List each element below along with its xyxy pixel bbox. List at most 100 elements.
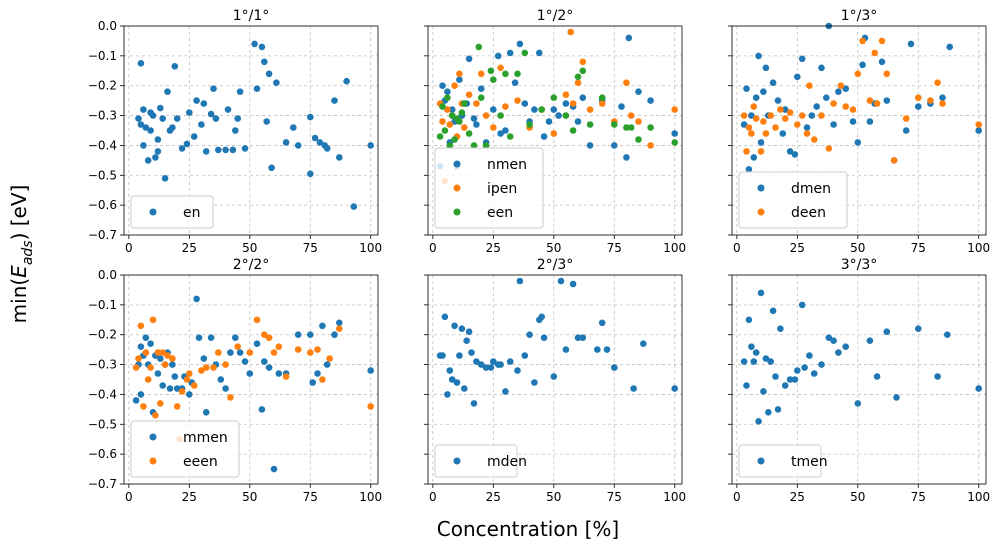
legend-label: dmen [791, 181, 831, 197]
data-point-tmen [750, 358, 758, 365]
data-point-dmen [946, 43, 953, 51]
data-point-tmen [818, 361, 825, 368]
subplot-title: 1°/2° [537, 8, 574, 24]
data-point-dmen [791, 151, 799, 158]
data-point-tmen [866, 337, 874, 345]
data-point-mmen [142, 334, 150, 342]
data-point-en [282, 139, 290, 146]
data-point-een [579, 67, 587, 75]
data-point-mmen [173, 385, 181, 392]
data-point-ipen [579, 58, 587, 66]
data-point-deen [890, 157, 898, 164]
x-tick-label: 25 [182, 241, 197, 255]
data-point-tmen [791, 376, 799, 383]
data-point-mmen [241, 358, 249, 365]
x-tick-label: 50 [850, 241, 865, 255]
data-point-eeen [210, 364, 217, 371]
data-point-deen [878, 37, 886, 45]
data-point-mden [470, 400, 478, 407]
data-point-ipen [456, 70, 463, 78]
data-point-een [436, 133, 444, 140]
data-point-dmen [823, 94, 830, 101]
data-point-dmen [769, 79, 777, 86]
data-point-mden [439, 352, 446, 359]
data-point-mden [538, 313, 545, 321]
data-point-mden [611, 364, 618, 371]
data-point-dmen [849, 118, 857, 125]
data-point-mmen [323, 361, 331, 368]
y-tick-label: −0.5 [88, 168, 117, 182]
data-point-deen [781, 115, 789, 122]
data-point-deen [830, 100, 837, 107]
data-point-en [178, 145, 186, 152]
data-point-en [307, 113, 314, 121]
data-point-ipen [567, 28, 574, 36]
data-point-mden [526, 331, 533, 339]
legend-label: en [183, 205, 201, 221]
data-point-dmen [842, 85, 849, 92]
data-point-mden [569, 280, 577, 288]
legend-label: mden [487, 454, 527, 470]
data-point-een [574, 73, 582, 81]
data-point-tmen [883, 328, 891, 336]
data-point-mmen [166, 385, 174, 392]
data-point-dmen [939, 94, 946, 101]
data-point-mden [482, 364, 490, 371]
y-tick-label: −0.7 [88, 228, 117, 242]
data-point-tmen [786, 376, 794, 383]
data-point-dmen [740, 121, 748, 128]
subplot-title: 3°/3° [841, 257, 878, 273]
legend-label: eeen [183, 454, 218, 470]
data-point-mden [458, 325, 466, 333]
data-point-mden [502, 388, 509, 395]
data-point-een [598, 94, 606, 101]
data-point-nmen [456, 76, 463, 83]
data-point-een [671, 139, 678, 146]
data-point-deen [939, 100, 946, 107]
data-point-en [311, 134, 319, 142]
data-point-eeen [336, 325, 343, 333]
data-point-en [137, 121, 145, 128]
data-point-en [152, 154, 159, 161]
data-point-mden [550, 373, 558, 380]
data-point-en [135, 115, 142, 122]
data-point-ipen [502, 103, 509, 110]
data-point-en [229, 146, 237, 154]
data-point-mden [451, 322, 458, 330]
data-point-een [458, 109, 466, 116]
data-point-en [154, 148, 162, 155]
data-point-een [586, 121, 594, 128]
data-point-dmen [883, 97, 891, 104]
data-point-mden [448, 376, 456, 383]
data-point-mden [540, 334, 548, 342]
data-point-mmen [207, 334, 215, 342]
data-point-en [154, 136, 162, 143]
legend-label: ipen [487, 181, 517, 197]
data-point-mmen [309, 379, 317, 386]
data-point-tmen [760, 388, 767, 395]
data-point-dmen [752, 94, 760, 101]
data-point-ipen [586, 106, 594, 113]
y-axis-label-sub: ads [20, 240, 36, 265]
y-tick-label: −0.4 [88, 387, 117, 401]
data-point-deen [750, 103, 758, 110]
data-point-deen [767, 112, 774, 119]
data-point-mden [562, 346, 570, 353]
data-point-nmen [545, 118, 553, 125]
subplot-4: 0 25 50 75 100 0.0 −0.1 −0.2 −0.3 −0.4 −0.5 −0.6 −0.… [88, 257, 382, 504]
y-axis-label-var: E [7, 265, 31, 278]
data-point-een [526, 121, 533, 128]
data-point-dmen [975, 127, 982, 134]
legend-marker [453, 457, 461, 465]
data-point-deen [786, 109, 794, 116]
data-point-mmen [367, 367, 375, 374]
legend-label: een [487, 205, 513, 221]
data-point-dmen [878, 58, 886, 66]
data-point-tmen [934, 373, 941, 380]
data-point-ipen [574, 79, 582, 86]
data-point-tmen [755, 418, 762, 425]
data-point-deen [806, 82, 813, 89]
data-point-een [623, 124, 630, 131]
data-point-ipen [598, 100, 606, 107]
data-point-eeen [161, 361, 169, 368]
